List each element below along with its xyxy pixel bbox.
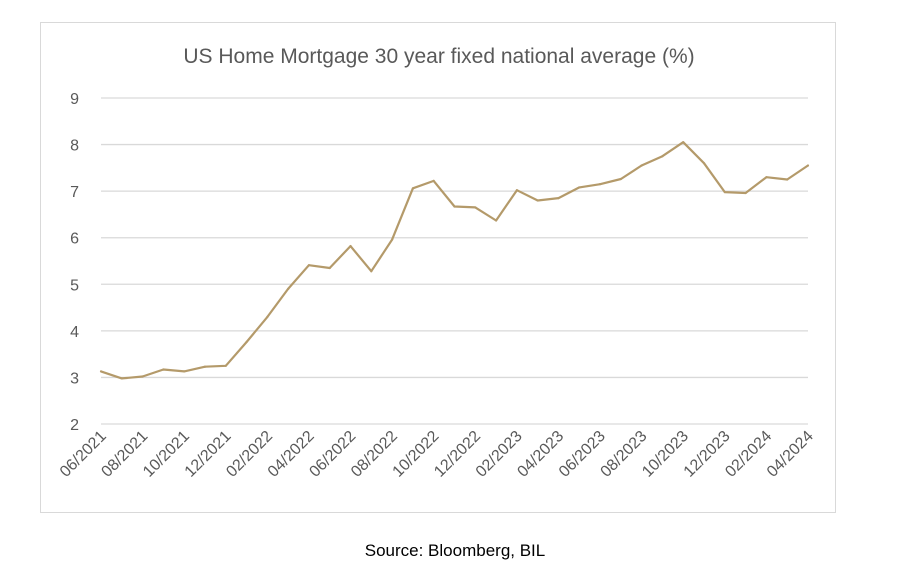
data-point (162, 368, 165, 371)
data-point (765, 176, 768, 179)
data-point (744, 191, 747, 195)
data-point (307, 264, 311, 267)
y-tick-label: 4 (70, 324, 79, 341)
source-note: Source: Bloomberg, BIL (364, 541, 546, 560)
chart-title: US Home Mortgage 30 year fixed national … (183, 45, 694, 68)
x-axis-ticks: 06/202108/202110/202112/202102/202204/20… (57, 428, 817, 481)
y-tick-label: 5 (70, 277, 79, 294)
data-point (702, 162, 706, 165)
y-axis-ticks: 2 3 4 5 6 7 8 9 (70, 91, 79, 434)
data-point (370, 270, 373, 273)
data-point (682, 141, 685, 144)
y-tick-label: 3 (70, 370, 79, 387)
data-point (224, 364, 227, 367)
data-point (141, 375, 144, 378)
data-point (578, 186, 581, 189)
data-point (328, 266, 331, 270)
y-tick-label: 7 (70, 184, 79, 201)
data-point (598, 183, 602, 186)
gridlines (101, 97, 808, 425)
data-point (411, 187, 415, 190)
data-point (432, 179, 435, 182)
series-layer (99, 141, 810, 380)
x-tick-label: 04/2024 (764, 428, 817, 481)
data-point (120, 377, 123, 380)
data-point (391, 238, 394, 241)
data-point (287, 287, 290, 291)
y-tick-label: 9 (70, 91, 79, 108)
data-point (661, 155, 664, 158)
data-point (183, 370, 186, 373)
data-point (453, 205, 456, 208)
data-point (474, 206, 477, 209)
y-tick-label: 2 (70, 417, 79, 434)
data-point (349, 244, 352, 248)
data-point (266, 315, 269, 318)
series-line (100, 141, 809, 380)
data-point (723, 190, 726, 194)
y-tick-label: 6 (70, 231, 79, 248)
data-point (245, 340, 248, 344)
data-point (619, 177, 622, 181)
data-point (99, 370, 103, 373)
data-point (786, 178, 789, 181)
data-point (557, 197, 560, 200)
data-point (515, 189, 518, 192)
data-point (494, 219, 498, 222)
data-point (640, 164, 643, 167)
data-point (203, 365, 207, 368)
line-chart: US Home Mortgage 30 year fixed national … (57, 45, 817, 481)
data-point (806, 164, 810, 167)
data-point (536, 199, 539, 202)
chart-frame: US Home Mortgage 30 year fixed national … (40, 22, 836, 513)
y-tick-label: 8 (70, 138, 79, 155)
